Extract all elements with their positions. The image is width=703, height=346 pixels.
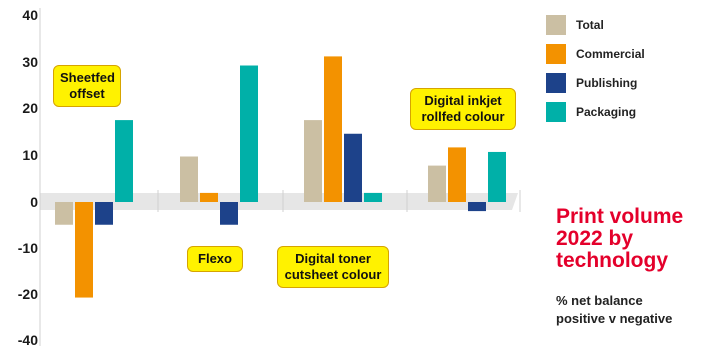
legend-item-packaging: Packaging <box>546 97 645 126</box>
legend-item-commercial: Commercial <box>546 39 645 68</box>
bar-publishing-1 <box>95 202 113 225</box>
category-label-digital-toner: Digital toner cutsheet colour <box>277 246 389 288</box>
y-tick-label: -20 <box>18 286 38 302</box>
y-tick-label: 20 <box>22 100 38 116</box>
legend-label-commercial: Commercial <box>576 46 645 61</box>
bar-packaging-3 <box>364 192 382 202</box>
bar-publishing-2 <box>220 202 238 225</box>
bar-total-1 <box>55 202 73 225</box>
category-label-sheetfed-offset: Sheetfed offset <box>53 65 121 107</box>
y-axis-ticks: 40 30 20 10 0 -10 -20 -40 <box>18 7 38 346</box>
legend-label-publishing: Publishing <box>576 75 638 90</box>
bar-publishing-3 <box>344 133 362 202</box>
chart-title: Print volume 2022 by technology <box>556 205 684 272</box>
y-tick-label: -10 <box>18 240 38 256</box>
bar-total-3 <box>304 120 322 202</box>
chart-subtitle: % net balance positive v negative <box>556 293 673 326</box>
legend-item-publishing: Publishing <box>546 68 645 97</box>
bar-packaging-2 <box>240 65 258 202</box>
legend-swatch-packaging <box>546 101 566 122</box>
y-tick-label: 0 <box>30 194 38 210</box>
legend-label-packaging: Packaging <box>576 104 637 119</box>
legend-label-total: Total <box>576 17 604 32</box>
bar-packaging-1 <box>115 120 133 202</box>
legend-swatch-publishing <box>546 72 566 93</box>
gridlines <box>39 8 521 346</box>
bar-publishing-4 <box>468 202 486 212</box>
bar-total-4 <box>428 165 446 202</box>
y-tick-label: 40 <box>22 7 38 23</box>
bar-commercial-3 <box>324 56 342 203</box>
bar-total-2 <box>180 156 198 202</box>
legend-swatch-commercial <box>546 43 566 64</box>
y-tick-label: 30 <box>22 54 38 70</box>
bar-commercial-1 <box>75 202 93 298</box>
category-label-digital-inkjet: Digital inkjet rollfed colour <box>410 88 516 130</box>
category-label-flexo: Flexo <box>187 246 243 272</box>
legend: Total Commercial Publishing Packaging <box>546 10 645 126</box>
bars <box>55 56 506 298</box>
bar-packaging-4 <box>488 151 506 202</box>
legend-swatch-total <box>546 14 566 35</box>
legend-item-total: Total <box>546 10 645 39</box>
zero-baseline-band <box>40 193 518 210</box>
y-tick-label: 10 <box>22 147 38 163</box>
y-tick-label: -40 <box>18 332 38 346</box>
bar-commercial-4 <box>448 147 466 202</box>
bar-commercial-2 <box>200 192 218 202</box>
